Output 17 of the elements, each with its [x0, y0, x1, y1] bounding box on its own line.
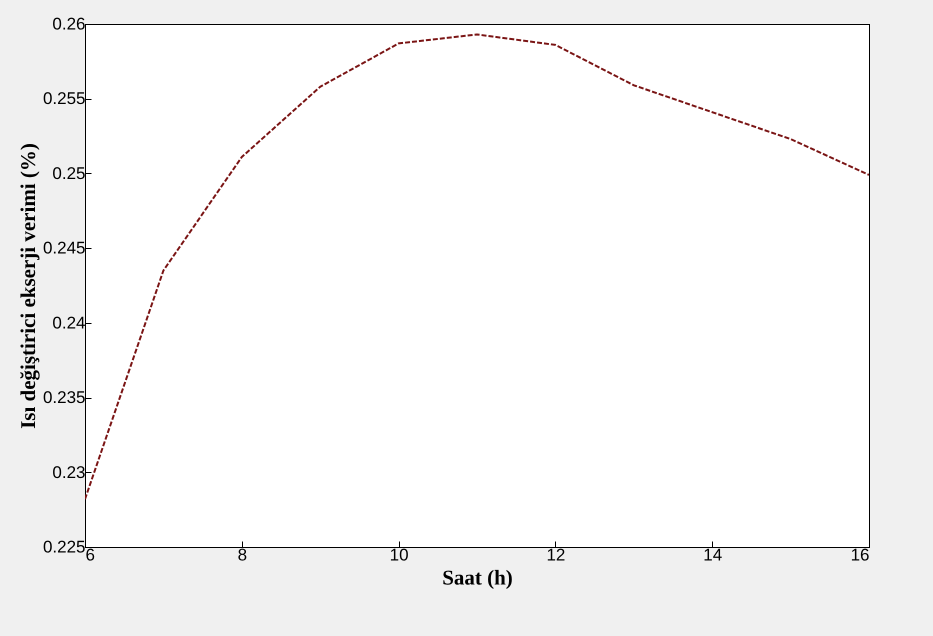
- x-tick-label: 14: [703, 546, 722, 564]
- y-tick-label: 0.23: [52, 462, 86, 482]
- y-tick-label: 0.25: [52, 164, 86, 183]
- line-series: [85, 33, 869, 500]
- x-axis-title: Saat (h): [442, 566, 513, 590]
- x-tick-label: 10: [390, 546, 409, 564]
- x-tick-label: 12: [546, 546, 566, 564]
- y-tick-label: 0.255: [42, 89, 86, 108]
- y-tick-label: 0.26: [52, 14, 86, 34]
- y-tick-label: 0.235: [42, 388, 86, 408]
- y-tick-label: 0.245: [42, 238, 86, 258]
- y-tick-label: 0.225: [42, 538, 86, 556]
- x-tick-label: 8: [238, 546, 248, 564]
- y-axis-title: Isı değiştirici ekserji verimi (%): [16, 143, 40, 429]
- x-tick-label: 6: [86, 546, 95, 564]
- y-tick-label: 0.24: [52, 313, 86, 332]
- x-tick-label: 16: [850, 546, 870, 564]
